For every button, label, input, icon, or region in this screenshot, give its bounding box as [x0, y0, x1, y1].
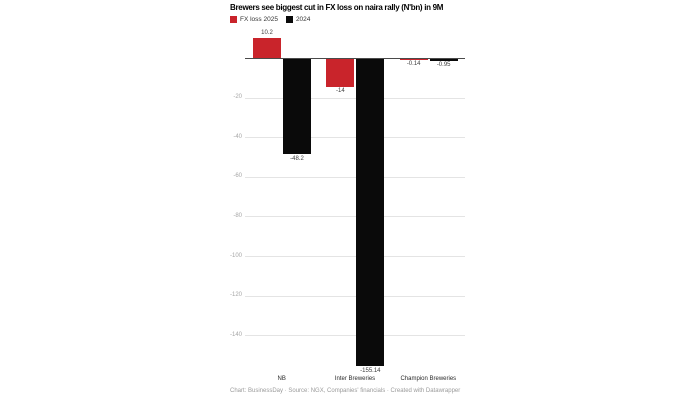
- gridline: [245, 97, 465, 99]
- y-tick-label: -120: [229, 292, 242, 299]
- legend-swatch-red: [230, 16, 237, 23]
- plot-area: -20 -40 -60 -80 -100 -120 -140 10.2 -14 -0.14 -48.…: [220, 0, 480, 392]
- gridline: [245, 176, 465, 178]
- chart-footer: Chart: BusinessDay · Source: NGX, Compan…: [230, 388, 461, 394]
- y-tick-label: -40: [233, 133, 242, 140]
- value-label: -0.95: [436, 62, 451, 69]
- bar-fx-loss-2025-inter-breweries[interactable]: [326, 59, 355, 87]
- y-tick-label: -140: [229, 331, 242, 338]
- bar-fx-loss-2025-nb[interactable]: [253, 37, 281, 58]
- gridline: [245, 216, 465, 218]
- zero-baseline: [245, 58, 465, 59]
- x-axis-label-inter-breweries: Inter Breweries: [334, 376, 376, 382]
- chart-title: Brewers see biggest cut in FX loss on na…: [230, 3, 444, 12]
- value-label: 10.2: [261, 29, 273, 36]
- y-tick-label: -100: [229, 252, 242, 259]
- gridline: [245, 256, 465, 257]
- y-tick-label: -20: [233, 94, 242, 101]
- x-axis-label-nb: NB: [277, 376, 286, 382]
- x-axis-label-champion-breweries: Champion Breweries: [400, 376, 457, 382]
- legend-item-2024: 2024: [285, 16, 311, 23]
- legend-label-2025: FX loss 2025: [240, 16, 278, 23]
- value-label: -0.14: [406, 61, 421, 67]
- y-tick-label: -60: [233, 173, 242, 180]
- bar-2024-inter-breweries[interactable]: [356, 59, 385, 367]
- gridline: [245, 295, 465, 297]
- fx-loss-chart: Brewers see biggest cut in FX loss on na…: [220, 0, 480, 400]
- bar-fx-loss-2025-champion-breweries[interactable]: [399, 59, 428, 60]
- value-label: -155.14: [360, 367, 381, 374]
- legend-item-2025: FX loss 2025: [230, 16, 278, 23]
- legend-swatch-black: [285, 16, 293, 23]
- legend-label-2024: 2024: [295, 16, 311, 23]
- bar-2024-nb[interactable]: [283, 59, 311, 155]
- chart-legend: FX loss 2025 2024: [230, 16, 310, 23]
- gridline: [245, 335, 465, 337]
- y-tick-label: -80: [233, 212, 242, 219]
- gridline: [245, 137, 465, 139]
- value-label: -14: [335, 88, 345, 95]
- value-label: -48.2: [290, 155, 304, 162]
- bar-2024-champion-breweries[interactable]: [429, 59, 458, 61]
